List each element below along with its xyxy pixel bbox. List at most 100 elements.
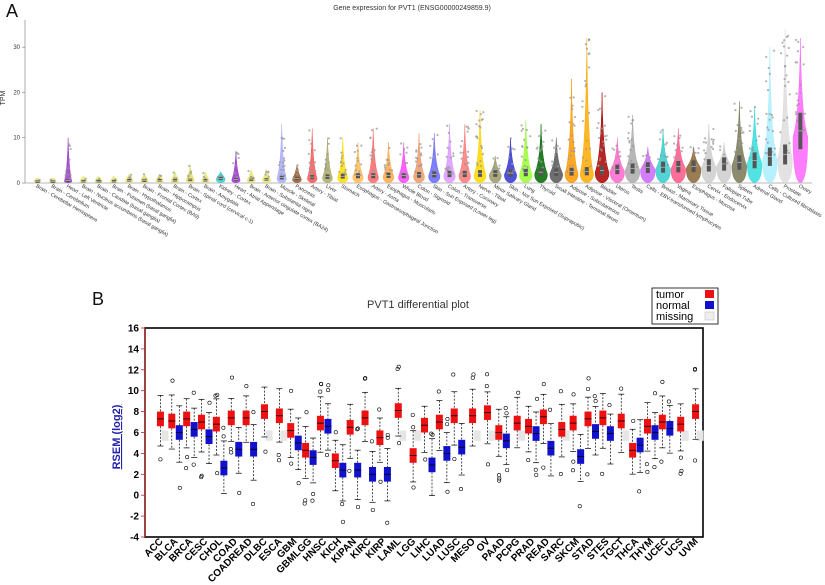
a-outlier-point (538, 159, 541, 162)
a-outlier-point (449, 140, 452, 143)
a-outlier-point (657, 158, 660, 161)
legend-label-tumor: tumor (656, 289, 684, 301)
a-outlier-point (568, 164, 572, 167)
a-outlier-point (764, 151, 767, 155)
b-outlier (237, 490, 242, 495)
a-outlier-point (597, 108, 600, 112)
b-outlier (535, 396, 540, 401)
b-outlier (378, 479, 383, 484)
a-outlier-point (482, 111, 485, 114)
b-missing-box (518, 430, 526, 441)
a-outlier-point (374, 170, 377, 173)
b-outlier (503, 406, 508, 411)
a-outlier-point (692, 148, 695, 151)
a-outlier-point (520, 155, 523, 158)
a-outlier-point (371, 156, 374, 159)
a-outlier-point (611, 147, 614, 150)
a-outlier-point (279, 168, 283, 171)
a-outlier-point (460, 140, 464, 143)
a-outlier-point (344, 173, 348, 176)
chart-a-title: Gene expression for PVT1 (ENSG0000024985… (333, 5, 491, 12)
b-outlier (666, 399, 671, 404)
a-outlier-point (768, 112, 771, 116)
a-violin (504, 137, 517, 184)
b-ytick-label: 2 (133, 470, 139, 481)
a-outlier-point (343, 171, 347, 174)
a-outlier-point (188, 164, 191, 168)
a-outlier-point (738, 141, 741, 144)
b-outlier (347, 468, 352, 473)
a-outlier-point (326, 168, 329, 171)
a-outlier-point (551, 139, 554, 142)
a-outlier-point (247, 169, 250, 173)
a-outlier-point (604, 95, 607, 98)
a-ytick-label: 10 (13, 136, 20, 142)
a-violin (519, 119, 533, 184)
a-outlier-point (49, 178, 52, 181)
a-outlier-point (773, 147, 776, 150)
b-outlier (385, 432, 390, 437)
a-outlier-point (513, 148, 516, 151)
b-missing-box (473, 430, 481, 441)
a-outlier-point (466, 150, 470, 153)
b-missing-box (681, 430, 689, 441)
a-outlier-point (599, 148, 602, 151)
b-ytick-label: 12 (128, 365, 140, 376)
chart-b-ylabel[interactable]: RSEM (log2) (111, 404, 123, 469)
a-outlier-point (464, 162, 467, 166)
a-outlier-point (375, 127, 378, 130)
a-outlier-point (601, 127, 604, 130)
a-outlier-point (68, 176, 71, 180)
a-outlier-point (525, 128, 528, 132)
a-outlier-point (795, 110, 798, 114)
a-outlier-point (536, 146, 539, 149)
a-outlier-point (788, 142, 791, 145)
a-outlier-point (313, 161, 317, 164)
b-outlier (660, 379, 665, 384)
a-outlier-point (479, 165, 482, 168)
a-outlier-point (434, 156, 437, 160)
a-violin (701, 124, 717, 184)
a-outlier-point (250, 175, 253, 179)
a-outlier-point (340, 151, 343, 154)
a-outlier-point (719, 145, 722, 148)
a-outlier-point (635, 162, 638, 165)
a-outlier-point (719, 148, 722, 152)
a-outlier-point (627, 162, 630, 165)
legend-swatch-tumor (705, 290, 714, 298)
b-outlier (504, 411, 509, 416)
a-category-label: Uterus (614, 184, 631, 197)
a-outlier-point (406, 146, 409, 149)
b-outlier (221, 434, 226, 439)
a-outlier-point (784, 65, 787, 68)
b-outlier (377, 407, 382, 412)
b-outlier (577, 504, 582, 509)
a-outlier-point (280, 172, 283, 175)
b-outlier (410, 412, 415, 417)
a-outlier-point (771, 129, 775, 133)
a-outlier-point (673, 135, 676, 138)
b-outlier (397, 441, 402, 446)
a-outlier-point (308, 138, 311, 142)
a-outlier-point (599, 127, 603, 130)
b-outlier (653, 391, 658, 396)
b-outlier (692, 367, 697, 372)
a-outlier-point (373, 149, 376, 152)
a-outlier-point (383, 166, 386, 169)
a-outlier-point (733, 102, 736, 105)
b-outlier (645, 469, 650, 474)
a-outlier-point (627, 115, 630, 118)
a-outlier-point (544, 129, 547, 132)
a-outlier-point (601, 140, 605, 143)
a-outlier-point (466, 130, 469, 133)
a-violin (549, 137, 563, 184)
b-outlier (184, 466, 189, 471)
a-outlier-point (602, 144, 606, 147)
a-violin (564, 78, 579, 184)
b-outlier (324, 452, 329, 457)
a-outlier-point (648, 156, 651, 159)
b-outlier (637, 489, 642, 494)
a-violin (655, 128, 671, 184)
a-outlier-point (354, 164, 357, 167)
